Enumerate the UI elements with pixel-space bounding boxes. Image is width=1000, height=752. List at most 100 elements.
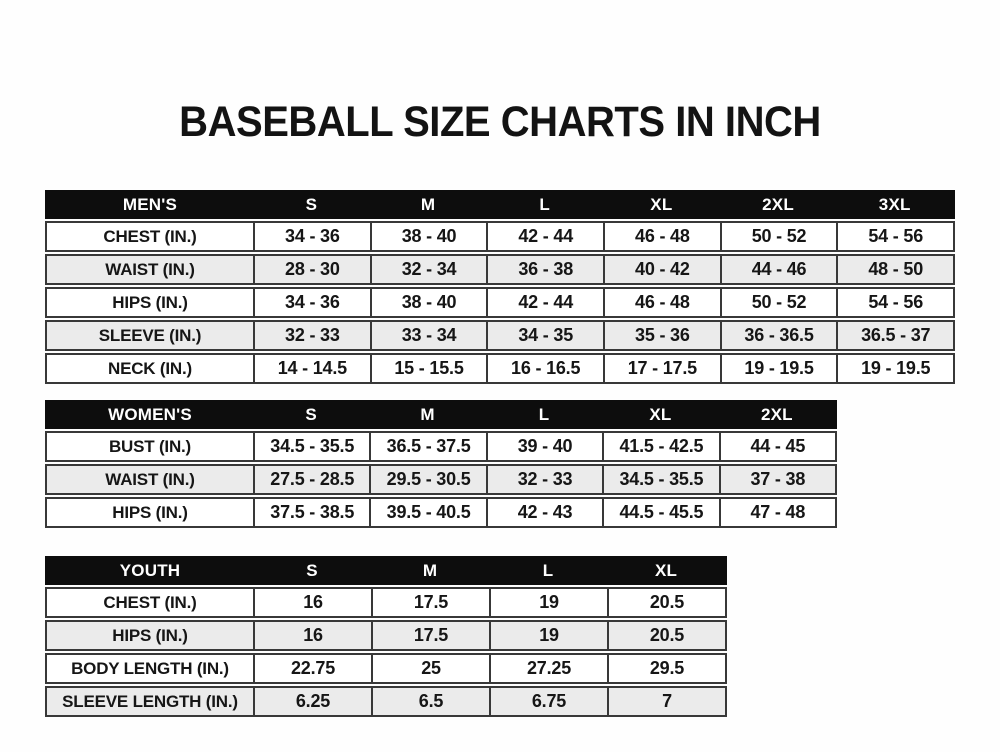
size-value: 41.5 - 42.5 [602, 431, 721, 462]
size-value: 14 - 14.5 [253, 353, 372, 384]
col-header-l: L [538, 404, 550, 424]
size-value: 16 [253, 587, 373, 618]
size-value: 27.5 - 28.5 [253, 464, 372, 495]
size-value: 19 - 19.5 [836, 353, 956, 384]
row-label: SLEEVE (IN.) [45, 320, 255, 351]
size-value: 39.5 - 40.5 [369, 497, 488, 528]
size-value: 32 - 33 [253, 320, 372, 351]
size-value: 36.5 - 37.5 [369, 431, 488, 462]
mens-waist-row: WAIST (IN.) 28 - 30 32 - 34 36 - 38 40 -… [45, 254, 956, 285]
col-header-xl: XL [650, 194, 673, 214]
mens-header-row: MEN'S S M L XL 2XL 3XL [45, 190, 955, 219]
row-label: WAIST (IN.) [45, 254, 255, 285]
size-value: 44.5 - 45.5 [602, 497, 721, 528]
size-value: 6.25 [253, 686, 373, 717]
size-value: 36.5 - 37 [836, 320, 956, 351]
size-value: 22.75 [253, 653, 373, 684]
womens-waist-row: WAIST (IN.) 27.5 - 28.5 29.5 - 30.5 32 -… [45, 464, 838, 495]
womens-size-table: WOMEN'S S M L XL 2XL BUST (IN.) 34.5 - 3… [45, 400, 838, 528]
size-value: 33 - 34 [369, 320, 489, 351]
col-header-l: L [542, 560, 554, 580]
size-value: 19 [489, 620, 609, 651]
col-header-xl: XL [654, 560, 678, 580]
col-header-l: L [539, 194, 550, 214]
size-value: 50 - 52 [719, 221, 839, 252]
size-value: 47 - 48 [718, 497, 838, 528]
size-value: 17 - 17.5 [603, 353, 722, 384]
size-value: 36 - 38 [486, 254, 606, 285]
size-value: 36 - 36.5 [719, 320, 839, 351]
col-header-xl: XL [649, 404, 672, 424]
size-value: 34 - 36 [253, 221, 372, 252]
size-value: 17.5 [371, 620, 491, 651]
col-header-s: S [306, 560, 318, 580]
col-header-m: M [422, 560, 438, 580]
size-value: 35 - 36 [603, 320, 722, 351]
mens-hips-row: HIPS (IN.) 34 - 36 38 - 40 42 - 44 46 - … [45, 287, 956, 318]
size-value: 19 - 19.5 [719, 353, 839, 384]
womens-hips-row: HIPS (IN.) 37.5 - 38.5 39.5 - 40.5 42 - … [45, 497, 838, 528]
mens-sleeve-row: SLEEVE (IN.) 32 - 33 33 - 34 34 - 35 35 … [45, 320, 956, 351]
size-value: 7 [607, 686, 727, 717]
size-value: 20.5 [607, 587, 727, 618]
size-value: 15 - 15.5 [369, 353, 489, 384]
size-value: 34 - 36 [253, 287, 372, 318]
size-value: 44 - 45 [718, 431, 838, 462]
row-label: CHEST (IN.) [45, 587, 255, 618]
size-value: 48 - 50 [836, 254, 956, 285]
youth-chest-row: CHEST (IN.) 16 17.5 19 20.5 [45, 587, 727, 618]
size-value: 16 - 16.5 [486, 353, 606, 384]
size-value: 38 - 40 [369, 221, 489, 252]
size-value: 37 - 38 [718, 464, 838, 495]
size-value: 34.5 - 35.5 [602, 464, 721, 495]
size-value: 28 - 30 [253, 254, 372, 285]
size-value: 46 - 48 [603, 287, 722, 318]
size-value: 20.5 [607, 620, 727, 651]
youth-table-title: YOUTH [119, 560, 181, 580]
size-value: 29.5 [607, 653, 727, 684]
size-value: 34.5 - 35.5 [253, 431, 372, 462]
youth-header-row: YOUTH S M L XL [45, 556, 727, 585]
size-value: 19 [489, 587, 609, 618]
mens-size-table: MEN'S S M L XL 2XL 3XL CHEST (IN.) 34 - … [45, 190, 956, 384]
size-value: 34 - 35 [486, 320, 606, 351]
size-value: 32 - 33 [485, 464, 605, 495]
size-value: 38 - 40 [369, 287, 489, 318]
size-value: 54 - 56 [836, 221, 956, 252]
col-header-m: M [420, 194, 436, 214]
page-title: BASEBALL SIZE CHARTS IN INCH [179, 97, 821, 146]
size-value: 54 - 56 [836, 287, 956, 318]
size-value: 6.75 [489, 686, 609, 717]
size-value: 42 - 44 [486, 287, 606, 318]
womens-header-row: WOMEN'S S M L XL 2XL [45, 400, 837, 429]
row-label: CHEST (IN.) [45, 221, 255, 252]
size-value: 17.5 [371, 587, 491, 618]
size-value: 42 - 44 [486, 221, 606, 252]
size-value: 6.5 [371, 686, 491, 717]
youth-hips-row: HIPS (IN.) 16 17.5 19 20.5 [45, 620, 727, 651]
mens-chest-row: CHEST (IN.) 34 - 36 38 - 40 42 - 44 46 -… [45, 221, 956, 252]
size-value: 39 - 40 [485, 431, 605, 462]
size-value: 50 - 52 [719, 287, 839, 318]
youth-size-table: YOUTH S M L XL CHEST (IN.) 16 17.5 19 20… [45, 556, 727, 717]
row-label: SLEEVE LENGTH (IN.) [45, 686, 255, 717]
row-label: HIPS (IN.) [45, 497, 255, 528]
row-label: BODY LENGTH (IN.) [45, 653, 255, 684]
col-header-s: S [305, 404, 317, 424]
size-value: 37.5 - 38.5 [253, 497, 372, 528]
size-value: 25 [371, 653, 491, 684]
womens-bust-row: BUST (IN.) 34.5 - 35.5 36.5 - 37.5 39 - … [45, 431, 838, 462]
row-label: NECK (IN.) [45, 353, 255, 384]
size-value: 46 - 48 [603, 221, 722, 252]
col-header-2xl: 2XL [760, 404, 793, 424]
size-value: 16 [253, 620, 373, 651]
size-value: 44 - 46 [719, 254, 839, 285]
mens-table-title: MEN'S [122, 194, 178, 214]
youth-body-length-row: BODY LENGTH (IN.) 22.75 25 27.25 29.5 [45, 653, 727, 684]
col-header-2xl: 2XL [762, 194, 794, 214]
size-value: 29.5 - 30.5 [369, 464, 488, 495]
size-value: 40 - 42 [603, 254, 722, 285]
col-header-m: M [420, 404, 435, 424]
size-value: 32 - 34 [369, 254, 489, 285]
